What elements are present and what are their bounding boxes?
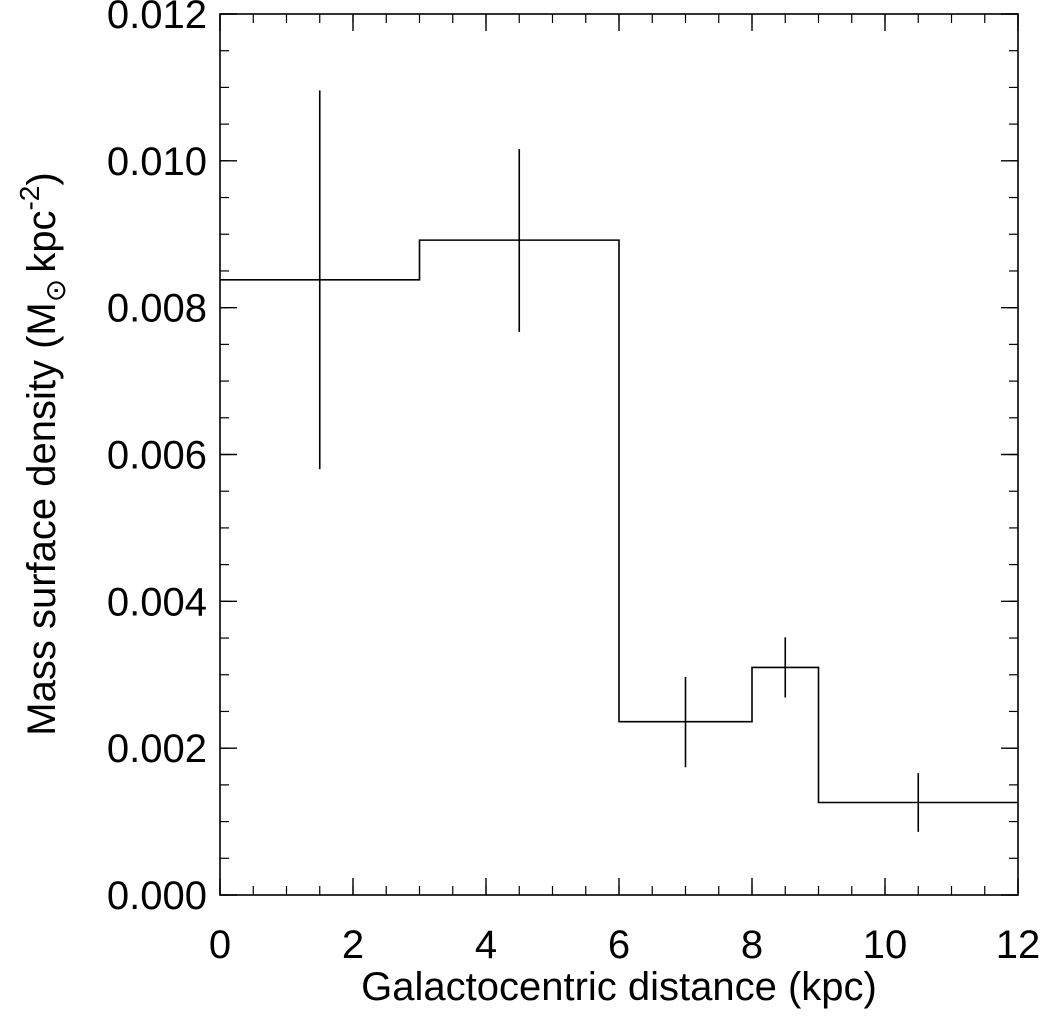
x-tick-label: 4 (475, 923, 497, 967)
y-axis-title-exponent: -2 (14, 186, 45, 211)
y-axis-title-unit: kpc (20, 211, 64, 273)
x-axis-title: Galactocentric distance (kpc) (361, 965, 877, 1009)
sun-symbol-icon: ⊙ (40, 279, 71, 302)
y-axis-title-suffix: ) (20, 172, 64, 185)
x-tick-label: 8 (741, 923, 763, 967)
y-tick-label: 0.004 (107, 580, 207, 624)
step-line (220, 239, 1018, 804)
y-axis-title-prefix: Mass surface density (M (20, 302, 64, 735)
y-tick-label: 0.010 (107, 140, 207, 184)
y-tick-label: 0.002 (107, 727, 207, 771)
y-axis-title: Mass surface density (M⊙ kpc-2) (14, 172, 71, 735)
tick-labels: 0 2 4 6 8 10 12 0.000 0.002 0.004 0.006 0.008 0.010 0… (107, 0, 1040, 967)
y-tick-label: 0.008 (107, 287, 207, 331)
x-tick-label: 2 (342, 923, 364, 967)
y-tick-label: 0.012 (107, 0, 207, 37)
y-tick-label: 0.006 (107, 434, 207, 478)
x-tick-label: 0 (209, 923, 231, 967)
x-tick-label: 12 (996, 923, 1041, 967)
x-tick-label: 6 (608, 923, 630, 967)
y-tick-label: 0.000 (107, 874, 207, 918)
x-tick-label: 10 (863, 923, 908, 967)
data-series (220, 90, 1018, 832)
tick-marks (219, 13, 1019, 896)
